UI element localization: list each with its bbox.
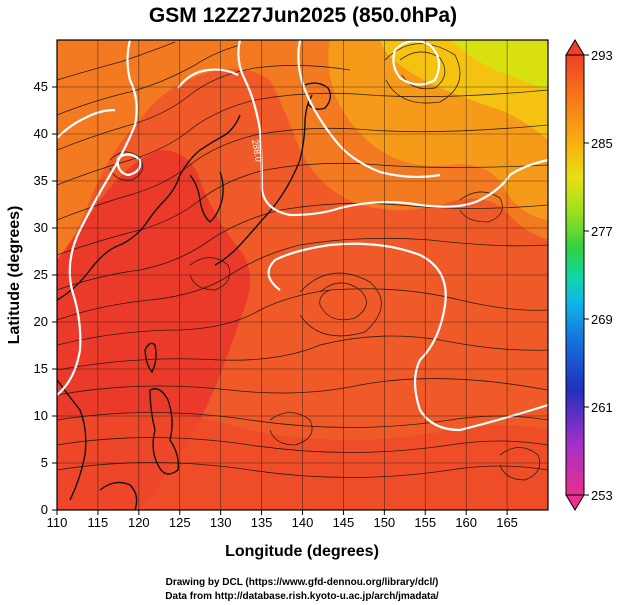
- colorbar-top-arrow: [565, 39, 585, 56]
- colorbar-tick-label: 277: [591, 224, 613, 239]
- x-tick-label: 115: [88, 515, 109, 530]
- y-axis-label: Latitude (degrees): [6, 206, 23, 345]
- y-tick-label: 40: [34, 126, 48, 141]
- x-tick-label: 160: [455, 515, 477, 530]
- colorbar-tick-label: 293: [591, 48, 613, 63]
- contour-label: 288.0: [250, 139, 264, 163]
- colorbar-gradient: [565, 54, 585, 496]
- colorbar-tick-label: 285: [591, 136, 613, 151]
- y-tick-label: 0: [41, 502, 48, 517]
- x-tick-label: 165: [496, 515, 518, 530]
- colorbar-tick-label: 261: [591, 400, 613, 415]
- y-tick-label: 5: [41, 455, 48, 470]
- colorbar-bottom-arrow: [565, 494, 585, 511]
- y-axis: 0 5 10 15 20 25 30 35 40 45: [34, 79, 57, 517]
- y-tick-label: 25: [34, 267, 48, 282]
- y-tick-label: 35: [34, 173, 48, 188]
- y-tick-label: 30: [34, 220, 48, 235]
- coastline-asia: [57, 114, 241, 301]
- coolest-core: [450, 40, 548, 90]
- y-tick-label: 10: [34, 408, 48, 423]
- x-axis: 110 115 120 125 130 135 140 145 150 155 160 165: [47, 510, 518, 530]
- y-tick-label: 45: [34, 79, 48, 94]
- colorbar-tick-label: 253: [591, 488, 613, 503]
- colorbar-tick-label: 269: [591, 312, 613, 327]
- x-tick-label: 140: [292, 515, 314, 530]
- x-tick-label: 130: [210, 515, 232, 530]
- coastline-korea: [189, 171, 224, 223]
- streamlines: [57, 41, 548, 481]
- isotherms: [57, 40, 548, 432]
- x-tick-label: 120: [128, 515, 150, 530]
- coastline-philippines: [149, 388, 180, 475]
- x-axis-label: Longitude (degrees): [225, 543, 379, 560]
- credit-data: Data from http://database.rish.kyoto-u.a…: [165, 591, 439, 602]
- x-tick-label: 150: [373, 515, 395, 530]
- x-tick-label: 135: [251, 515, 273, 530]
- chart-title: GSM 12Z27Jun2025 (850.0hPa): [149, 4, 457, 27]
- y-tick-label: 20: [34, 314, 48, 329]
- x-tick-label: 145: [333, 515, 355, 530]
- y-tick-label: 15: [34, 361, 48, 376]
- credit-drawing: Drawing by DCL (https://www.gfd-dennou.o…: [166, 577, 439, 588]
- graticule: [57, 40, 548, 510]
- coastline-japan: [214, 94, 313, 266]
- x-tick-label: 125: [169, 515, 191, 530]
- coastline-hokkaido: [304, 82, 332, 111]
- colorbar: 293 285 277 269 261 253: [565, 39, 613, 511]
- x-tick-label: 110: [47, 515, 68, 530]
- x-tick-label: 155: [414, 515, 436, 530]
- coastline-borneo: [99, 481, 138, 510]
- coastline-indochina: [57, 379, 87, 501]
- plot-area: 288.0: [57, 40, 548, 510]
- coastlines: [57, 82, 332, 510]
